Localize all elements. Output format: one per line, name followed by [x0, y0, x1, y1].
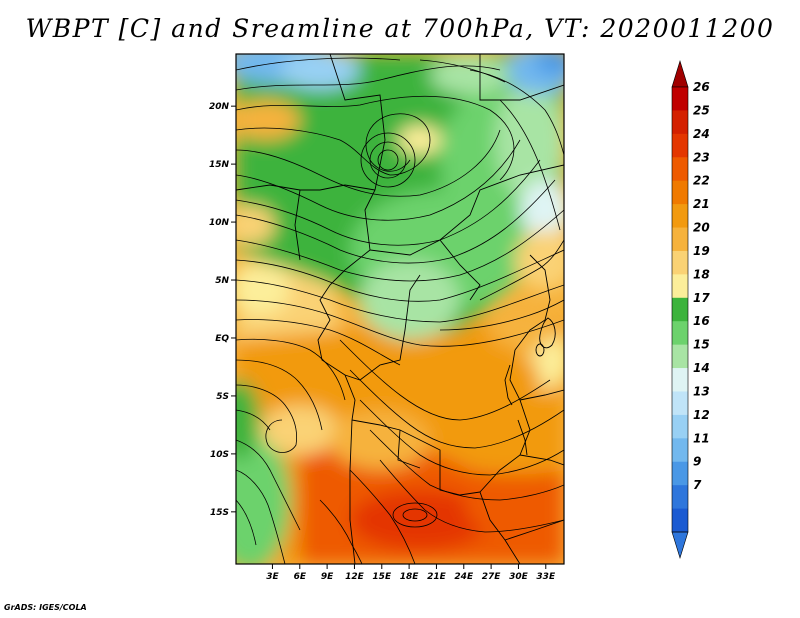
colorbar-label: 7	[693, 478, 702, 492]
colorbar-swatch	[672, 297, 688, 322]
colorbar-swatch	[672, 391, 688, 416]
colorbar-frame	[671, 86, 689, 533]
colorbar-label: 11	[693, 431, 710, 445]
lon-tick-label: 3E	[266, 572, 279, 582]
lat-tick-label: 5S	[216, 392, 229, 402]
colorbar-label: 23	[693, 150, 710, 164]
colorbar-swatch	[672, 321, 688, 346]
colorbar-swatch	[672, 157, 688, 182]
lon-tick-label: 9E	[321, 572, 334, 582]
lat-tick-label: 10N	[209, 218, 230, 228]
lat-tick-label: 15N	[209, 160, 230, 170]
colorbar-swatch	[672, 227, 688, 252]
country-borders	[236, 54, 564, 564]
lon-tick-label: 30E	[509, 572, 529, 582]
colorbar-label: 25	[693, 103, 710, 117]
lat-tick-label: 10S	[210, 450, 229, 460]
streamlines	[236, 57, 564, 564]
colorbar-swatch	[672, 508, 688, 533]
colorbar-label: 20	[693, 221, 710, 235]
lon-tick-label: 24E	[454, 572, 474, 582]
colorbar-swatch	[672, 110, 688, 135]
lon-tick-label: 12E	[345, 572, 365, 582]
colorbar-swatch	[672, 461, 688, 486]
colorbar-swatch	[672, 438, 688, 463]
colorbar-swatch	[672, 180, 688, 205]
lon-tick-label: 15E	[372, 572, 392, 582]
wbpt-shading	[236, 54, 564, 564]
lat-tick-label: 20N	[209, 102, 230, 112]
colorbar-swatch	[672, 344, 688, 369]
colorbar-label: 12	[693, 408, 710, 422]
colorbar-label: 16	[693, 314, 710, 328]
lon-tick-label: 33E	[536, 572, 556, 582]
colorbar-label: 24	[693, 127, 710, 141]
lon-tick-label: 6E	[294, 572, 307, 582]
lat-tick-label: 5N	[215, 276, 229, 286]
colorbar-label: 9	[693, 455, 701, 469]
map-frame	[235, 53, 565, 565]
colorbar-label: 22	[693, 174, 710, 188]
colorbar-swatch	[672, 87, 688, 111]
lon-tick-label: 21E	[427, 572, 447, 582]
colorbar-swatch	[672, 274, 688, 299]
colorbar-label: 17	[693, 291, 710, 305]
grads-credit: GrADS: IGES/COLA	[4, 603, 87, 612]
colorbar-label: 18	[693, 267, 710, 281]
colorbar-swatch	[672, 485, 688, 510]
lon-tick-label: 27E	[482, 572, 502, 582]
colorbar-label: 14	[693, 361, 710, 375]
lakes	[504, 317, 556, 456]
colorbar-top-arrow	[671, 59, 689, 88]
latitude-axis: 20N 15N 10N 5N EQ 5S 10S 15S	[209, 102, 236, 518]
colorbar-label: 19	[693, 244, 710, 258]
colorbar-swatch	[672, 204, 688, 229]
longitude-axis: 3E 6E 9E 12E 15E 18E 21E 24E 27E 30E 33E	[266, 564, 556, 582]
colorbar-label: 15	[693, 338, 710, 352]
colorbar-label: 26	[693, 80, 710, 94]
colorbar-label: 21	[693, 197, 710, 211]
lat-tick-label: EQ	[215, 334, 229, 344]
colorbar-bottom-arrow	[671, 531, 689, 560]
map-title: WBPT [C] and Sreamline at 700hPa, VT: 20…	[25, 14, 775, 43]
colorbar: 26 25 24 23 22 21 20 19 18 17 16 15 14 13 12 11 9 7	[671, 59, 710, 560]
colorbar-swatch	[672, 368, 688, 392]
colorbar-swatch	[672, 414, 688, 439]
colorbar-swatch	[672, 250, 688, 275]
colorbar-swatch	[672, 133, 688, 158]
lon-tick-label: 18E	[400, 572, 420, 582]
lat-tick-label: 15S	[210, 508, 229, 518]
colorbar-label: 13	[693, 384, 710, 398]
